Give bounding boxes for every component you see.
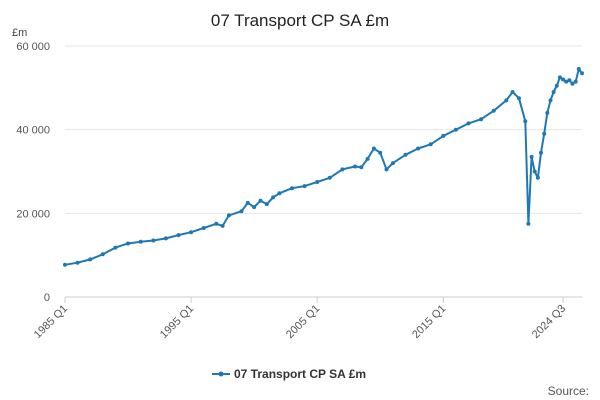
- data-point: [551, 90, 556, 94]
- data-point: [290, 186, 294, 191]
- data-point: [567, 78, 572, 83]
- data-point: [491, 108, 496, 113]
- data-point: [353, 164, 357, 169]
- data-point: [545, 110, 550, 115]
- data-point: [176, 233, 181, 238]
- data-point: [576, 67, 581, 71]
- data-point: [340, 167, 345, 172]
- data-point: [239, 209, 244, 214]
- data-point: [100, 252, 105, 257]
- data-point: [252, 205, 257, 210]
- x-tick-label: 1985 Q1: [32, 303, 70, 341]
- data-point: [580, 71, 584, 76]
- chart-title: 07 Transport CP SA £m: [211, 11, 389, 30]
- data-point: [390, 161, 395, 166]
- data-point: [151, 238, 156, 243]
- x-tick-label: 2005 Q1: [284, 303, 322, 341]
- data-point: [573, 79, 578, 84]
- data-point: [523, 119, 528, 124]
- data-point: [529, 154, 534, 159]
- data-point: [554, 83, 559, 88]
- data-point: [416, 146, 421, 151]
- y-tick-label: 20 000: [16, 208, 50, 220]
- y-axis-ticks: 0 20 000 40 000 60 000: [16, 41, 50, 304]
- data-point: [327, 175, 332, 180]
- data-point: [539, 150, 543, 155]
- data-point: [220, 223, 225, 228]
- data-point: [428, 142, 433, 147]
- data-point: [163, 236, 168, 241]
- data-point: [201, 226, 206, 230]
- data-point: [214, 221, 219, 226]
- data-point: [384, 167, 389, 172]
- y-tick-label: 0: [44, 292, 50, 304]
- data-point: [359, 165, 364, 170]
- data-point: [271, 195, 276, 200]
- data-point: [441, 133, 446, 138]
- data-point: [258, 198, 263, 203]
- x-tick-label: 2024 Q3: [530, 303, 568, 341]
- data-point: [189, 230, 194, 235]
- y-tick-label: 40 000: [16, 125, 50, 137]
- data-point: [561, 77, 566, 82]
- y-tick-label: 60 000: [16, 41, 50, 53]
- data-point: [371, 146, 376, 151]
- legend-dot-marker: [218, 371, 224, 377]
- legend[interactable]: 07 Transport CP SA £m: [212, 367, 366, 381]
- data-point: [542, 131, 547, 136]
- data-point: [264, 202, 269, 207]
- data-point: [113, 245, 118, 250]
- data-point: [570, 81, 575, 86]
- data-point: [526, 221, 531, 226]
- data-point: [126, 241, 130, 246]
- data-point: [365, 156, 370, 161]
- data-point: [315, 180, 320, 184]
- data-point: [378, 150, 383, 155]
- data-point: [510, 90, 515, 94]
- y-axis-unit-label: £m: [12, 27, 27, 39]
- x-tick-label: 2015 Q1: [410, 303, 448, 341]
- data-point: [226, 213, 231, 218]
- data-point: [245, 200, 250, 205]
- x-tick-label: 1995 Q1: [158, 303, 196, 341]
- data-point: [532, 169, 537, 174]
- data-point: [88, 257, 93, 262]
- data-point: [479, 117, 484, 122]
- data-point: [302, 184, 307, 189]
- data-point: [504, 98, 509, 103]
- data-point: [548, 98, 553, 103]
- data-point: [138, 239, 143, 244]
- series-layer: [63, 67, 584, 267]
- data-point: [466, 121, 471, 126]
- data-point: [63, 262, 67, 267]
- data-point: [517, 96, 521, 101]
- data-point: [535, 175, 540, 180]
- data-point: [557, 75, 562, 80]
- data-point: [403, 152, 408, 157]
- legend-item-label: 07 Transport CP SA £m: [234, 367, 366, 381]
- gridlines: [65, 45, 582, 214]
- x-axis-ticks: 1985 Q1 1995 Q1 2005 Q1 2015 Q1 2024 Q3: [32, 297, 568, 341]
- source-label: Source:: [548, 384, 589, 398]
- data-point: [453, 127, 458, 132]
- data-point: [277, 191, 282, 196]
- data-point: [564, 79, 569, 84]
- series-line: [64, 68, 583, 266]
- data-point: [75, 260, 80, 265]
